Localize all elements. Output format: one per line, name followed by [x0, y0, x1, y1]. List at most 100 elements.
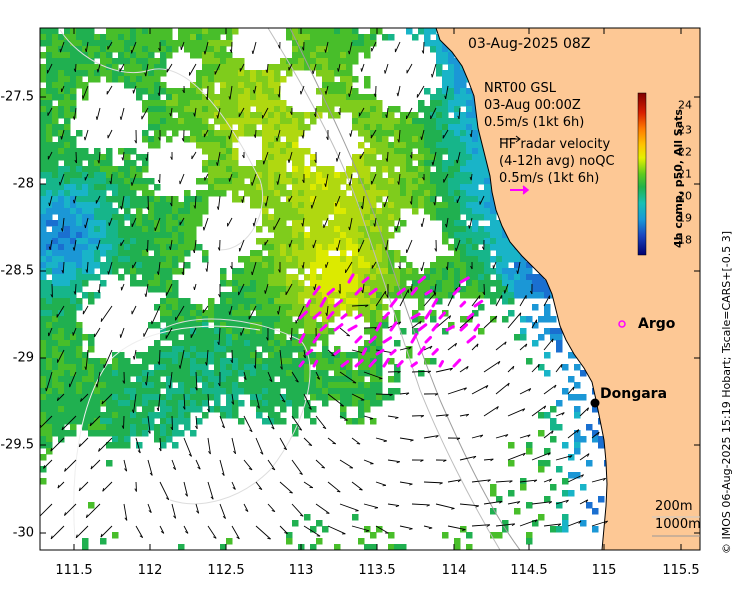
sst-cell — [466, 148, 473, 155]
sst-cell — [40, 292, 47, 299]
sst-cell — [310, 220, 317, 227]
sst-cell — [58, 124, 65, 131]
sst-cell — [328, 172, 335, 179]
sst-cell — [94, 400, 101, 407]
sst-cell — [370, 100, 377, 107]
current-vector — [387, 415, 399, 419]
current-vector-head — [124, 517, 128, 521]
sst-cell — [340, 280, 347, 287]
sst-cell — [346, 388, 353, 395]
sst-cell — [112, 244, 119, 251]
sst-cell — [490, 220, 497, 227]
sst-cell — [190, 322, 197, 329]
sst-cell — [160, 262, 167, 269]
hf-vector — [312, 359, 319, 368]
sst-cell — [394, 184, 401, 191]
sst-cell — [334, 208, 341, 215]
sst-cell — [358, 388, 365, 395]
sst-cell — [64, 334, 71, 341]
sst-cell — [166, 274, 173, 281]
sst-cell — [310, 274, 317, 281]
sst-cell — [352, 28, 359, 35]
sst-cell — [334, 274, 341, 281]
sst-cell — [262, 322, 269, 329]
sst-cell — [574, 442, 581, 449]
sst-cell — [376, 250, 383, 257]
sst-cell — [478, 196, 485, 203]
current-vector — [40, 415, 53, 429]
sst-cell — [382, 178, 389, 185]
sst-cell — [58, 148, 65, 155]
current-vector — [47, 63, 53, 74]
sst-cell — [220, 88, 227, 95]
current-vector — [277, 173, 281, 185]
sst-cell — [478, 142, 485, 149]
sst-cell — [502, 262, 509, 269]
sst-cell — [520, 280, 527, 287]
current-vector — [459, 413, 469, 417]
sst-cell — [136, 82, 143, 89]
sst-cell — [64, 106, 71, 113]
sst-cell — [190, 406, 197, 413]
sst-cell — [292, 112, 299, 119]
sst-cell — [442, 292, 449, 299]
current-vector — [206, 85, 209, 100]
sst-cell — [478, 256, 485, 263]
sst-cell — [274, 322, 281, 329]
sst-cell — [304, 364, 311, 371]
hf-vector — [459, 300, 467, 308]
current-vector — [375, 525, 389, 534]
current-vector — [445, 85, 449, 100]
current-vector-head — [207, 408, 210, 413]
sst-cell — [466, 250, 473, 257]
sst-cell — [310, 310, 317, 317]
sst-cell — [316, 298, 323, 305]
sst-cell — [220, 172, 227, 179]
sst-cell — [400, 190, 407, 197]
sst-cell — [160, 304, 167, 311]
sst-cell — [166, 100, 173, 107]
sst-cell — [160, 418, 167, 425]
sst-cell — [274, 274, 281, 281]
sst-cell — [148, 46, 155, 53]
sst-cell — [328, 232, 335, 239]
sst-cell — [118, 46, 125, 53]
current-vector-head — [471, 316, 474, 320]
sst-cell — [430, 274, 437, 281]
sst-cell — [310, 382, 317, 389]
current-vector-head — [427, 370, 431, 374]
sst-cell — [268, 70, 275, 77]
sst-cell — [382, 256, 389, 263]
sst-cell — [316, 304, 323, 311]
sst-cell — [178, 304, 185, 311]
current-vector-head — [445, 223, 447, 228]
sst-cell — [88, 64, 95, 71]
sst-cell — [496, 220, 503, 227]
current-vector — [311, 195, 317, 209]
sst-cell — [46, 448, 53, 455]
sst-cell — [52, 190, 59, 197]
sst-cell — [112, 184, 119, 191]
sst-cell — [178, 544, 185, 550]
sst-cell — [316, 208, 323, 215]
sst-cell — [418, 184, 425, 191]
sst-cell — [100, 262, 107, 269]
sst-cell — [208, 178, 215, 185]
current-vector — [80, 393, 89, 402]
sst-cell — [262, 244, 269, 251]
sst-cell — [142, 412, 149, 419]
sst-cell — [508, 244, 515, 251]
hf-vector — [347, 273, 355, 284]
sst-cell — [442, 148, 449, 155]
sst-cell — [526, 358, 533, 365]
sst-cell — [250, 286, 257, 293]
sst-cell — [130, 34, 137, 41]
sst-cell — [364, 262, 371, 269]
current-vector — [47, 151, 53, 160]
sst-cell — [364, 286, 371, 293]
sst-cell — [454, 538, 461, 545]
sst-cell — [256, 256, 263, 263]
sst-cell — [274, 196, 281, 203]
sst-cell — [340, 58, 347, 65]
sst-cell — [82, 370, 89, 377]
